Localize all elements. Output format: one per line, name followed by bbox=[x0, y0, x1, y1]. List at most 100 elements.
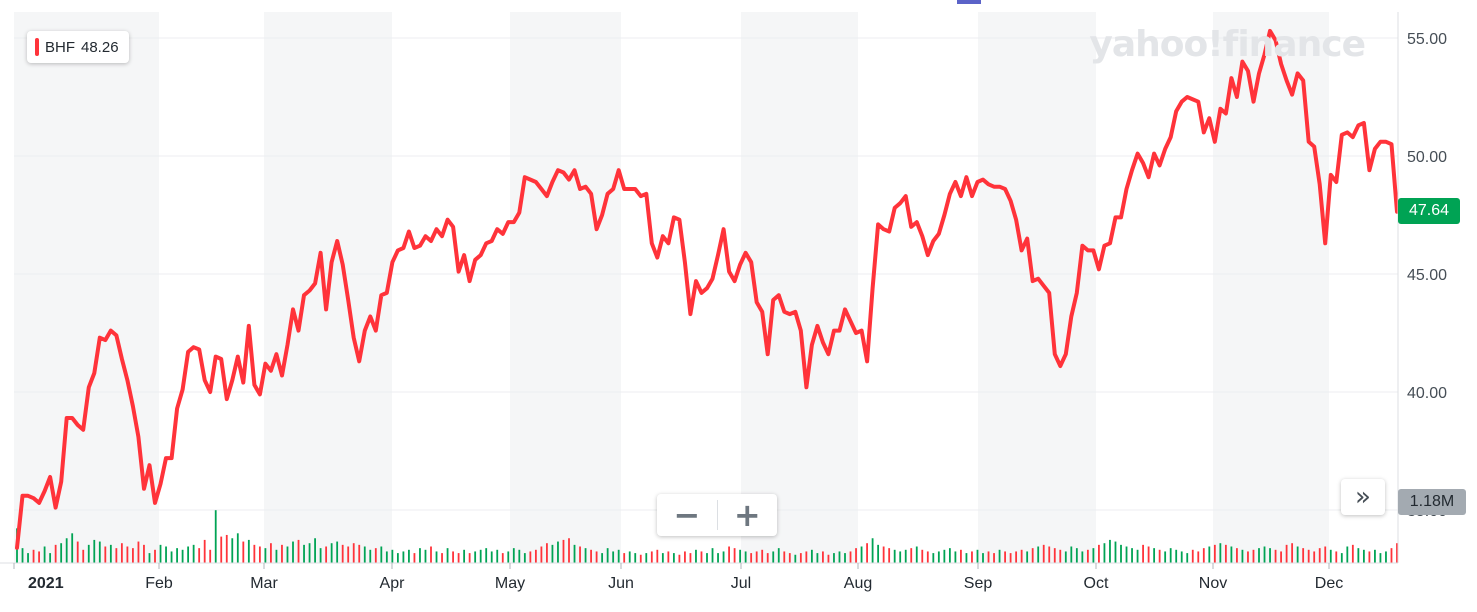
volume-bar bbox=[1120, 544, 1122, 563]
volume-bar bbox=[805, 551, 808, 563]
volume-bar bbox=[38, 551, 40, 563]
volume-bar bbox=[579, 546, 581, 563]
volume-bar bbox=[921, 549, 924, 563]
volume-bar bbox=[1081, 551, 1084, 563]
volume-bar bbox=[60, 543, 63, 563]
volume-bar bbox=[1357, 548, 1360, 563]
volume-bar bbox=[866, 543, 868, 563]
volume-bar bbox=[1318, 548, 1321, 563]
volume-bar bbox=[319, 548, 322, 563]
volume-bar bbox=[678, 554, 681, 563]
volume-bar bbox=[1015, 551, 1018, 563]
volume-bar bbox=[684, 551, 686, 563]
volume-bar bbox=[374, 548, 377, 563]
volume-bar bbox=[882, 546, 885, 563]
volume-bar bbox=[1362, 549, 1365, 563]
volume-bar bbox=[176, 548, 178, 563]
volume-bar bbox=[1169, 548, 1172, 563]
volume-bar bbox=[198, 548, 201, 563]
volume-bar bbox=[1324, 546, 1327, 563]
legend[interactable]: BHF 48.26 bbox=[27, 31, 129, 63]
volume-bar bbox=[1131, 548, 1133, 563]
volume-bar bbox=[1064, 551, 1067, 563]
volume-bar bbox=[540, 546, 543, 563]
volume-bar bbox=[788, 553, 791, 563]
volume-bar bbox=[926, 551, 929, 563]
volume-bar bbox=[915, 546, 918, 563]
volume-bar bbox=[689, 553, 692, 563]
volume-bar bbox=[1180, 551, 1183, 563]
volume-bar bbox=[165, 546, 167, 563]
month-band bbox=[741, 12, 858, 563]
volume-bar bbox=[496, 549, 499, 563]
volume-bar bbox=[352, 543, 355, 563]
volume-bar bbox=[1351, 544, 1354, 563]
x-tick-label: Feb bbox=[145, 575, 173, 592]
volume-bar bbox=[1208, 546, 1211, 563]
x-tick-label: Sep bbox=[964, 575, 993, 592]
zoom-in-button[interactable]: + bbox=[733, 496, 761, 534]
volume-bar bbox=[1374, 549, 1376, 563]
volume-bar bbox=[1340, 553, 1343, 563]
x-axis: 2021 Feb Mar Apr May Jun Jul Aug Sep Oct Nov Dec bbox=[0, 562, 1398, 592]
volume-bar bbox=[595, 551, 598, 563]
volume-bar bbox=[1009, 553, 1012, 563]
volume-bar bbox=[645, 553, 648, 563]
volume-bar bbox=[479, 549, 482, 563]
volume-bar bbox=[634, 553, 637, 563]
volume-bar bbox=[1197, 551, 1200, 563]
zoom-separator bbox=[716, 500, 718, 530]
volume-bar bbox=[954, 551, 957, 563]
volume-bar bbox=[1142, 544, 1144, 563]
volume-bar bbox=[391, 549, 394, 563]
volume-bar bbox=[1075, 548, 1078, 563]
volume-bar bbox=[32, 549, 35, 563]
volume-bar bbox=[650, 551, 653, 563]
volume-bar bbox=[855, 548, 857, 563]
volume-bar bbox=[584, 548, 587, 563]
month-bands bbox=[14, 12, 1329, 563]
volume-bar bbox=[1175, 549, 1178, 563]
volume-bar bbox=[507, 551, 510, 563]
volume-bar bbox=[336, 541, 339, 563]
volume-bar bbox=[971, 551, 973, 563]
volume-bar bbox=[562, 539, 565, 563]
volume-bar bbox=[871, 538, 874, 563]
volume-bar bbox=[490, 551, 493, 563]
volume-bar bbox=[242, 541, 245, 563]
volume-bar bbox=[76, 541, 79, 563]
volume-bar bbox=[639, 554, 642, 563]
volume-bar bbox=[1053, 548, 1056, 563]
volume-bar bbox=[695, 549, 697, 563]
volume-bar bbox=[700, 551, 703, 563]
volume-bar bbox=[601, 553, 604, 563]
volume-bar bbox=[148, 553, 151, 563]
x-tick-label: Mar bbox=[250, 575, 278, 592]
volume-bar bbox=[960, 549, 962, 563]
volume-bar bbox=[275, 549, 278, 563]
volume-bar bbox=[1125, 546, 1128, 563]
volume-bar bbox=[1213, 544, 1216, 563]
volume-bar bbox=[1385, 551, 1387, 563]
volume-bar bbox=[435, 551, 438, 563]
volume-bar bbox=[799, 553, 802, 563]
y-tick-label: 50.00 bbox=[1407, 149, 1447, 166]
volume-bar bbox=[810, 549, 813, 563]
volume-bar bbox=[1086, 549, 1089, 563]
x-tick-label: Dec bbox=[1315, 575, 1343, 592]
volume-tag: 1.18M bbox=[1398, 489, 1466, 515]
zoom-out-button[interactable]: − bbox=[673, 496, 701, 534]
volume-bar bbox=[512, 548, 515, 563]
volume-bar bbox=[396, 553, 399, 563]
volume-bar bbox=[264, 548, 267, 563]
volume-bar bbox=[82, 549, 85, 563]
volume-bar bbox=[937, 551, 940, 563]
scroll-forward-button[interactable]: » bbox=[1341, 479, 1385, 515]
volume-bar bbox=[932, 553, 935, 563]
volume-bar bbox=[126, 546, 129, 563]
volume-bar bbox=[363, 546, 366, 563]
volume-bar bbox=[220, 536, 223, 563]
